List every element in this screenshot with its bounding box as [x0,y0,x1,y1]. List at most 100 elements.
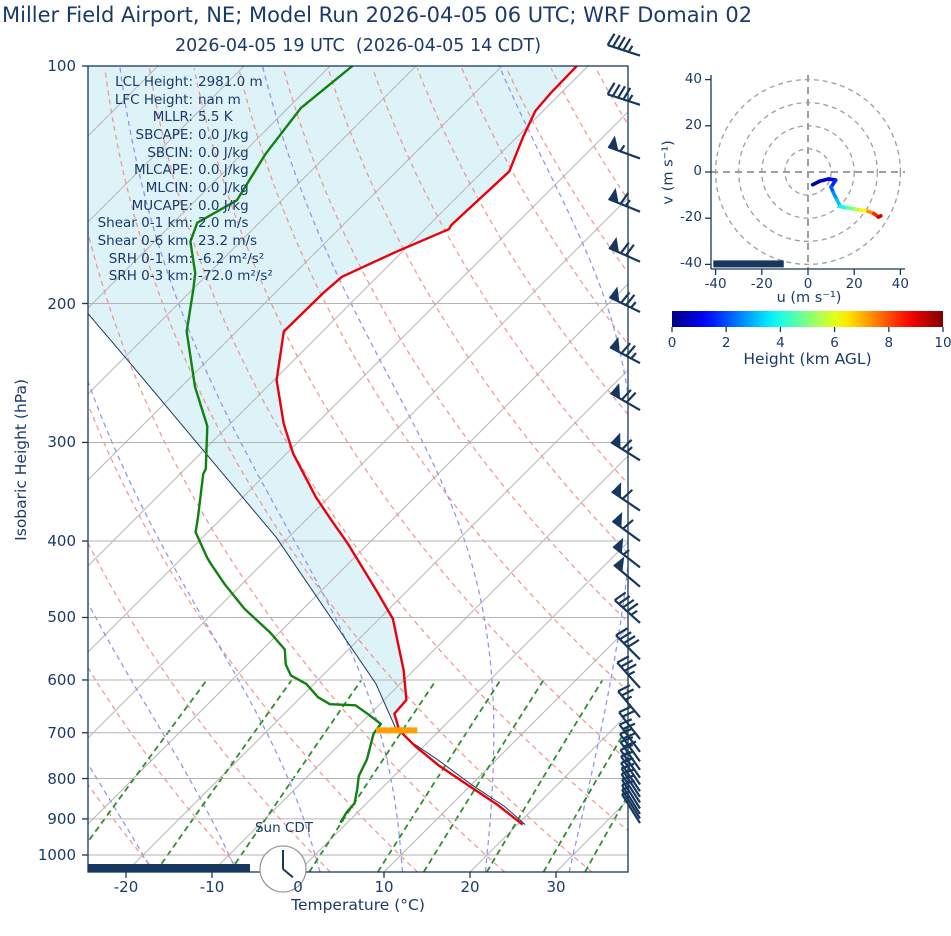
barb-half-feather [627,670,636,676]
barb-full-feather [620,743,634,751]
wind-barb [607,135,641,160]
barb-flag [608,135,619,151]
dry-adiabat-line [88,402,418,872]
barb-full-feather [625,294,636,306]
barb-half-feather [621,786,630,791]
isotherm-line [642,66,951,872]
hodograph-surface-bar [713,260,784,268]
barb-flag [613,556,625,572]
dry-adiabat-line [372,68,628,485]
stat-label: SBCIN: [147,144,193,161]
hodo-u-tick-label: -20 [750,276,773,292]
hodo-v-tick-label: 0 [693,163,702,179]
stat-value: 0.0 J/kg [198,162,249,179]
dry-adiabat-line [774,68,951,872]
colorbar-tick-label: 2 [721,335,731,351]
moist-adiabat-line [119,66,404,872]
barb-staff [611,520,641,542]
stat-value: 23.2 m/s [198,233,258,250]
temp-tick-label: 30 [546,878,566,896]
isotherm-line [88,283,628,825]
wind-barb [615,627,641,661]
barb-half-feather [626,446,633,453]
pressure-tick-label: 200 [47,294,76,313]
wind-barb [606,82,641,106]
barb-full-feather [621,438,633,450]
barb-full-feather [617,684,631,693]
hodo-u-tick-label: 0 [803,276,813,292]
barb-full-feather [627,639,640,648]
colorbar-tick-label: 10 [934,335,951,351]
wind-barb [612,537,641,569]
valid-time-subtitle: 2026-04-05 19 UTC (2026-04-05 14 CDT) [174,36,542,56]
stat-label: SRH 0-1 km: [108,250,193,267]
moist-adiabat-line [498,66,628,872]
barb-flag [608,237,619,253]
stat-row: Shear 0-1 km: 2.0 m/s [85,215,273,233]
stat-value: 2981.0 m [198,73,263,90]
dry-adiabat-line [327,68,628,554]
colorbar-tick-label: 8 [884,335,894,351]
barb-full-feather [621,389,632,401]
barb-staff [611,490,641,512]
stat-value: -6.2 m²/s² [198,250,265,267]
barb-full-feather [615,627,628,637]
barb-full-feather [622,87,632,100]
wind-barb [621,786,641,820]
stat-value: nan m [198,91,241,108]
shaded-region [88,66,577,731]
barb-full-feather [619,631,632,641]
barb-full-feather [620,750,634,758]
barb-full-feather [622,519,634,530]
stat-row: SRH 0-3 km: -72.0 m²/s² [85,268,273,286]
barb-flag [608,187,619,204]
stat-label: MLCIN: [145,179,193,196]
dry-adiabat-line [730,68,951,872]
barb-full-feather [621,768,635,776]
barb-full-feather [620,757,634,765]
barb-full-feather [620,342,632,354]
barb-full-feather [619,718,633,726]
stat-row: Shear 0-6 km: 23.2 m/s [85,232,273,250]
temp-tick-label: -20 [113,878,139,896]
stat-value: 0.0 J/kg [198,126,249,143]
barb-full-feather [621,488,634,500]
mixing-ratio-line [308,679,437,872]
barb-full-feather [621,710,636,718]
dry-adiabat-line [88,230,506,872]
barb-full-feather [620,736,634,744]
stat-label: Shear 0-1 km: [97,215,193,232]
stat-row: SBCAPE: 0.0 J/kg [85,126,273,144]
barb-staff [610,392,641,412]
surface-elevation-bar [88,864,250,872]
wind-barb-column [606,33,641,824]
pressure-tick-label: 700 [47,723,76,742]
barb-full-feather [620,659,634,668]
isotherm-line [0,66,72,872]
barb-half-feather [624,695,633,701]
hodo-v-tick-label: -40 [679,255,702,272]
colorbar-label: Height (km AGL) [743,350,872,368]
colorbar-tick-label: 4 [776,335,785,351]
barb-full-feather [621,688,635,697]
pressure-tick-label: 400 [47,532,76,551]
stat-row: LCL Height: 2981.0 m [85,73,273,91]
dry-adiabat-line [461,68,628,346]
pressure-tick-label: 1000 [37,846,76,864]
wind-barb [619,727,641,763]
stat-value: 0.0 J/kg [198,144,249,161]
temp-tick-label: 10 [374,878,394,896]
dry-adiabat-line [641,68,951,872]
temp-tick-label: 0 [293,878,303,896]
barb-half-feather [624,199,631,207]
wind-barb [617,684,641,719]
stat-row: MUCAPE: 0.0 J/kg [85,197,273,215]
isotherm-line [297,541,628,872]
barb-staff [608,246,641,263]
colorbar-gradient [672,311,943,327]
wind-barb [608,237,641,263]
stat-label: SBCAPE: [135,126,193,143]
barb-full-feather [622,732,636,740]
barb-full-feather [625,391,637,404]
